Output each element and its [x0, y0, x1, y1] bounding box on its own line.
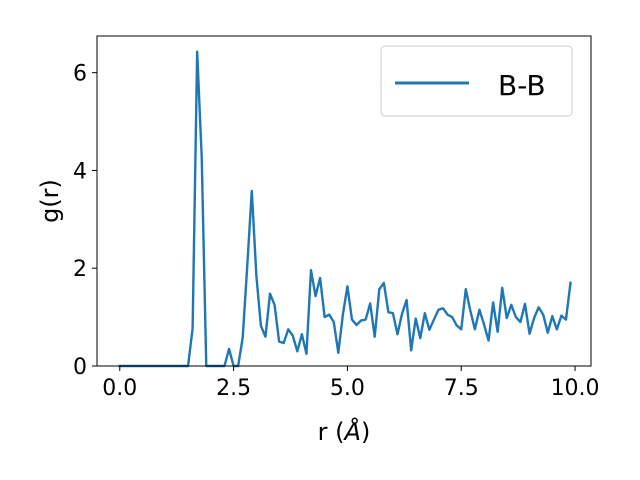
- series-line-b-b: [118, 50, 572, 368]
- y-axis-ticks: 0 2 4 6: [73, 62, 97, 380]
- plot-area: [118, 50, 572, 368]
- y-axis-label: g(r): [36, 179, 64, 223]
- legend-label-b-b: B-B: [498, 69, 546, 102]
- y-tick-label: 2: [73, 257, 87, 282]
- y-tick-label: 6: [73, 62, 87, 87]
- x-axis-label-main: r (: [318, 418, 345, 446]
- x-axis-ticks: 0.0 2.5 5.0 7.5 10.0: [102, 366, 600, 401]
- legend-frame: [380, 45, 573, 117]
- x-axis-label-close: ): [361, 418, 370, 446]
- x-tick-label: 5.0: [330, 376, 365, 401]
- x-tick-label: 0.0: [102, 376, 137, 401]
- x-tick-label: 2.5: [216, 376, 251, 401]
- y-tick-label: 4: [73, 159, 87, 184]
- axes-frame: [96, 35, 592, 367]
- legend: B-B: [380, 45, 573, 117]
- x-axis-label-unit: Å: [343, 417, 361, 446]
- x-tick-label: 10.0: [551, 376, 600, 401]
- y-tick-label: 0: [73, 355, 87, 380]
- x-axis-label: r (Å): [318, 417, 371, 446]
- x-tick-label: 7.5: [444, 376, 479, 401]
